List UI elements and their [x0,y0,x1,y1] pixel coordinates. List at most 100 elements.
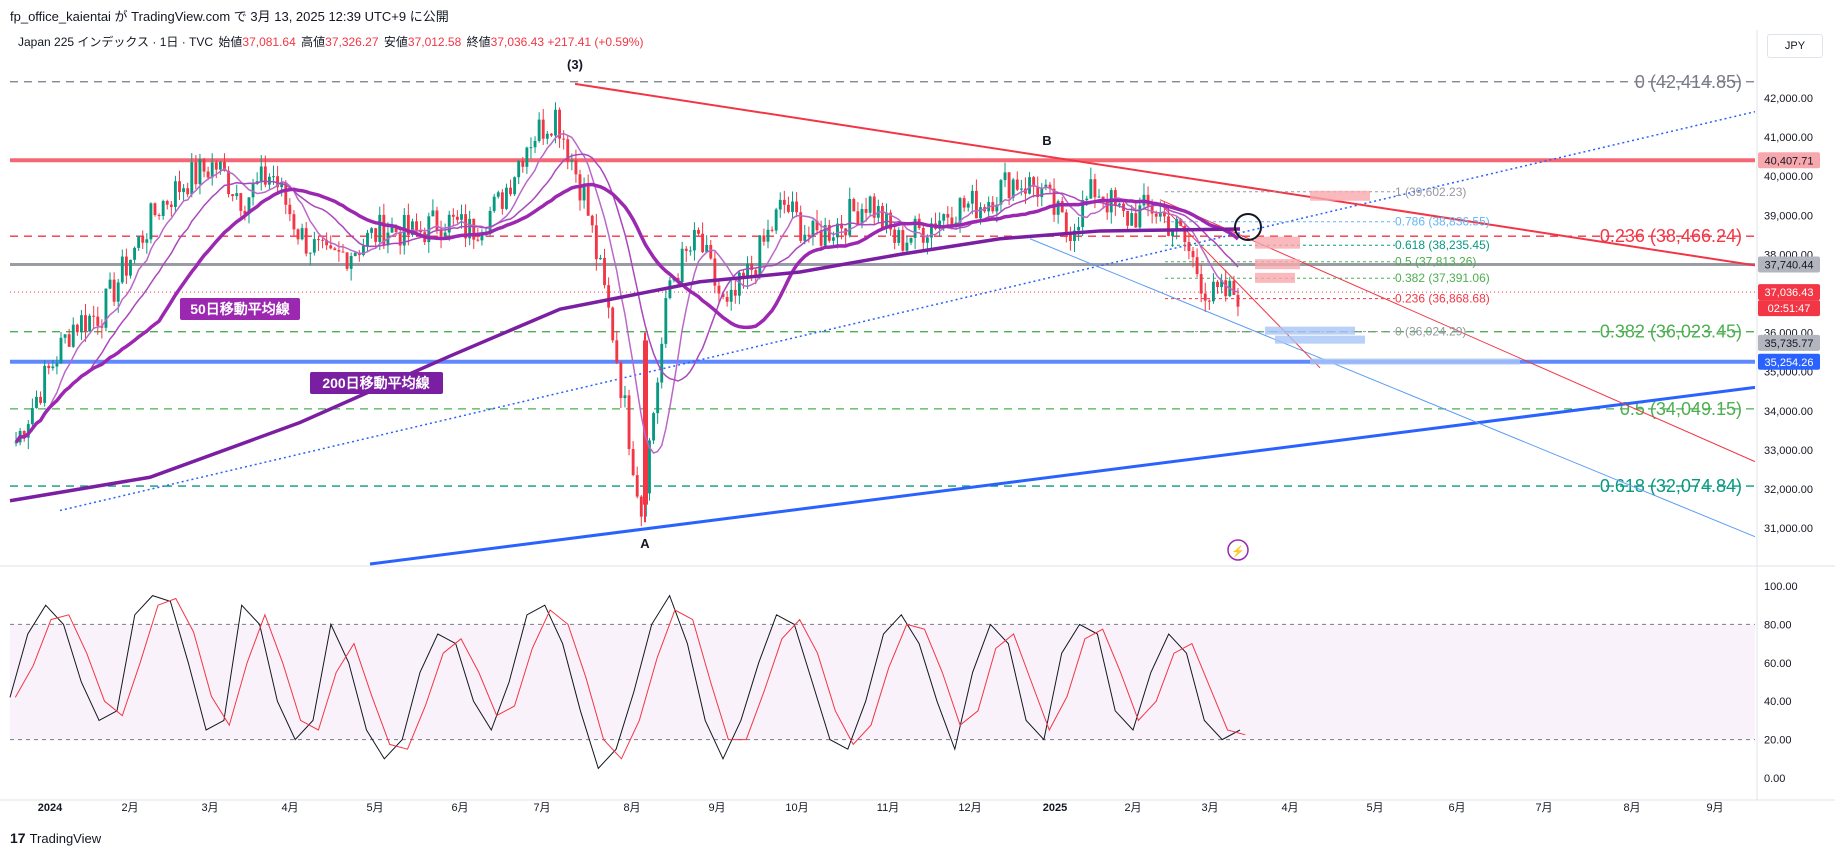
candle-body [1056,201,1060,215]
price-tag-text: 37,036.43 [1765,287,1814,299]
stoch-axis-label: 0.00 [1764,773,1785,785]
ma50-badge [180,298,300,320]
candle-body [1126,211,1130,226]
candle-body [1130,213,1134,226]
candle-body [995,204,999,212]
candle-body [337,250,341,252]
candle-body [1195,257,1199,275]
candle-body [84,315,87,332]
candle-body [259,166,263,182]
candle-body [909,237,913,243]
candle-body [304,228,308,254]
candle-body [333,248,337,251]
candle-body [525,147,529,167]
small-fib-label: 0.5 (37,813.26) [1395,255,1476,269]
candle-body [635,475,639,497]
price-tag [1758,256,1820,273]
candle-body [607,285,611,308]
candle-body [1224,280,1228,297]
ma200-line [9,227,1241,503]
price-tag-text: 35,735.77 [1765,338,1814,350]
candle-body [1207,300,1211,302]
candle-body [807,234,811,237]
candle-body [737,272,741,296]
candle-body [480,234,484,241]
candle-body [852,199,856,212]
candle-body [108,279,112,289]
candle-body [697,229,700,234]
price-axis-label: 31,000.00 [1764,523,1813,535]
candle-body [370,228,374,233]
time-axis-label: 3月 [201,802,218,814]
candle-body [599,257,602,260]
candle-body [88,315,92,332]
candle-body [92,315,96,317]
candle-body [590,215,594,226]
time-axis-label: 6月 [1448,802,1465,814]
candle-body [566,139,570,162]
candle-body [840,223,843,229]
candle-body [276,176,280,188]
candle-body [1068,232,1072,242]
candle-body [860,208,864,225]
candle-body [419,230,423,233]
candle-body [1162,212,1166,217]
candle-body [1203,293,1207,301]
candle-body [893,229,897,243]
candle-body [774,209,778,231]
candle-body [815,220,819,231]
candle-body [1212,281,1215,302]
candle-body [1060,201,1064,213]
candle-body [194,162,198,185]
price-tag [1758,334,1820,351]
wave-label-a: A [640,536,650,551]
candle-body [868,196,872,213]
candle-body [382,214,386,246]
small-fib-label: 1 (39,602.23) [1395,185,1466,199]
time-axis-label: 6月 [451,802,468,814]
candle-body [157,215,161,217]
candle-body [901,230,905,251]
footer-brand[interactable]: TradingView [29,830,102,846]
candle-body [460,214,463,220]
currency-button[interactable]: JPY [1767,34,1823,58]
candle-body [1093,179,1097,198]
candle-body [848,199,852,236]
candle-body [51,366,55,369]
time-axis-label: 9月 [1706,802,1723,814]
candle-body [243,210,247,215]
ma-mid-line [15,153,1239,443]
candle-body [1052,188,1056,215]
candle-body [1191,251,1195,258]
candle-body [1199,274,1203,294]
candle-body [1003,172,1007,181]
fib-zone-box [1265,326,1355,335]
candle-body [1032,177,1036,187]
candle-body [153,203,157,216]
candle-body [173,181,177,207]
candle-body [513,177,517,195]
candle-body [1187,242,1191,252]
candle-body [1064,212,1068,233]
small-fib-label: 0.786 (38,836.55) [1395,215,1490,229]
candle-body [1183,225,1187,243]
candle-body [762,235,766,242]
wave-label-3: (3) [567,57,583,72]
candle-body [742,272,745,278]
fib-level-label: 0.5 (34,049.15) [1620,399,1742,419]
candle-body [1019,188,1023,190]
candle-body [198,159,202,185]
candle-body [615,340,619,363]
tradingview-logo-icon[interactable]: 17 [10,830,26,846]
candle-body [639,496,643,517]
ma-short-line [15,132,1239,455]
candle-body [378,214,382,242]
candle-body [39,396,42,403]
symbol-name[interactable]: Japan 225 インデックス · 1日 · TVC [18,35,214,49]
candle-body [47,365,51,369]
candle-body [713,258,717,286]
candle-body [692,229,696,251]
candle-body [558,109,562,139]
candle-body [411,221,414,235]
